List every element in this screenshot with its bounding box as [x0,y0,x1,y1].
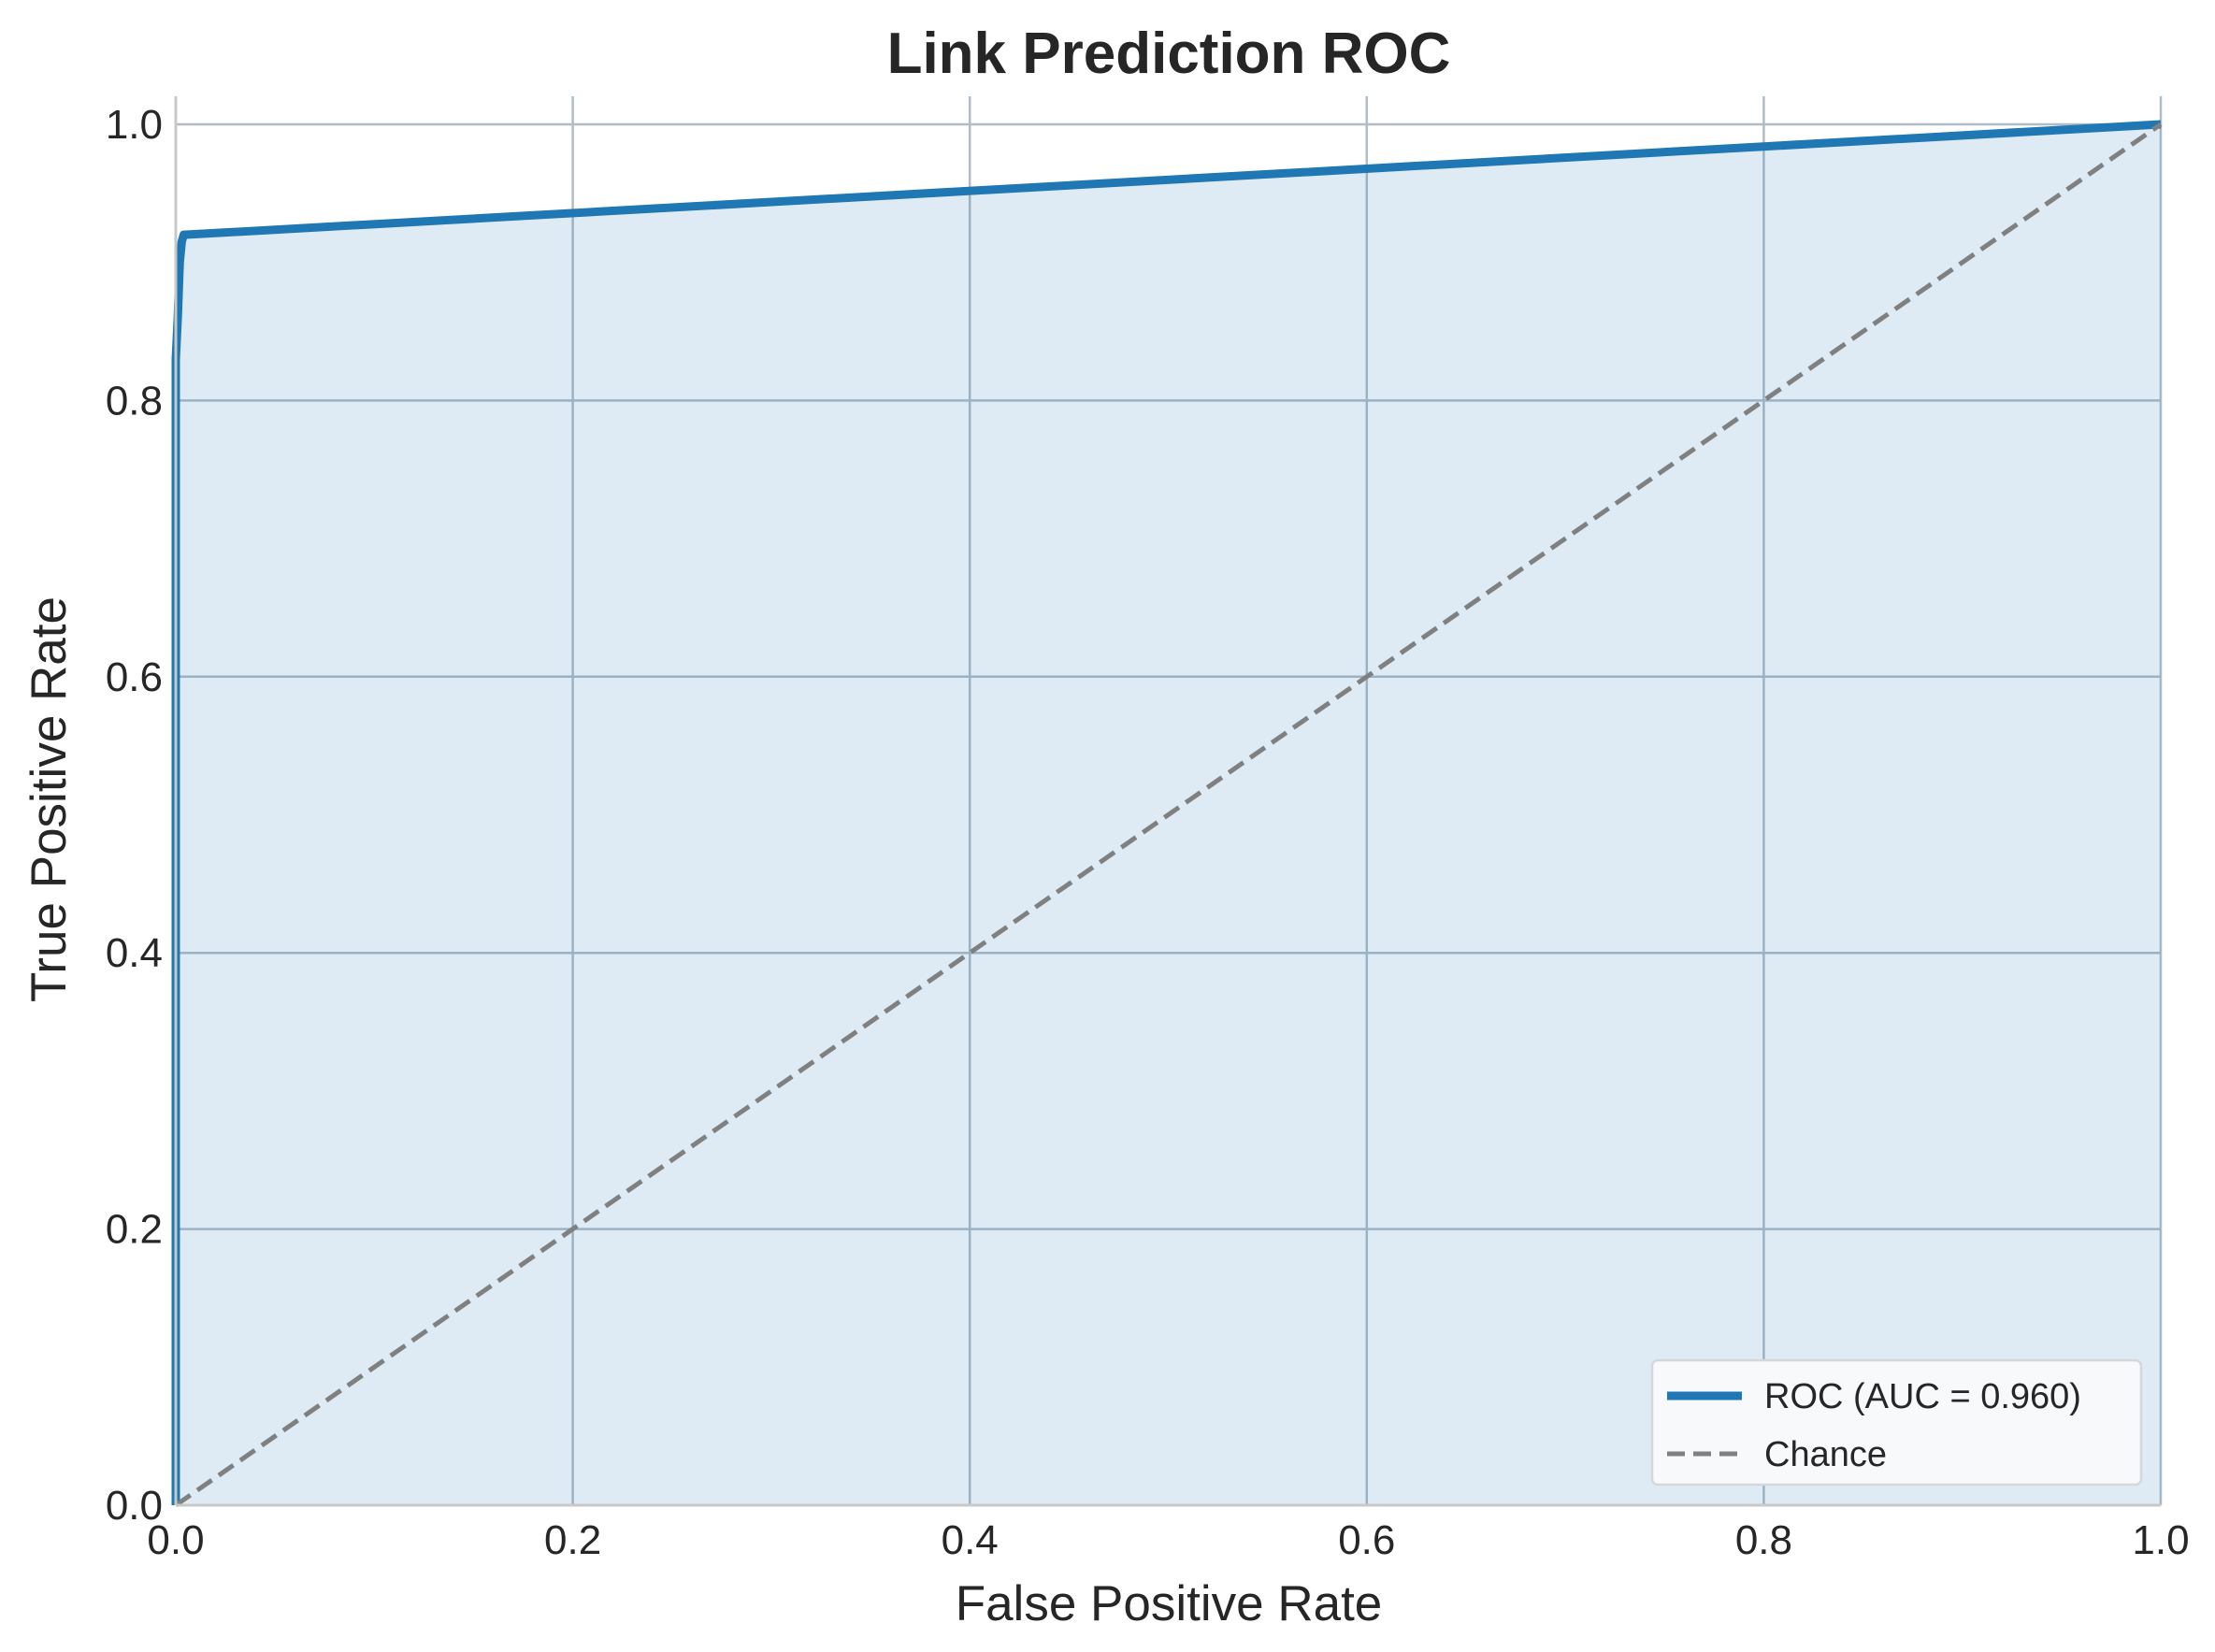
chart-title: Link Prediction ROC [887,22,1451,86]
x-tick-label: 0.0 [147,1517,204,1563]
tick-labels: 0.0 0.2 0.4 0.6 0.8 1.0 0.0 0.2 0.4 0.6 0.8 1.0 [106,102,2190,1563]
y-tick-label: 0.0 [106,1483,163,1529]
legend-box [1650,1358,2143,1487]
y-tick-label: 0.8 [106,378,163,424]
x-tick-label: 0.4 [942,1517,999,1563]
x-tick-label: 0.2 [544,1517,601,1563]
x-tick-label: 1.0 [2132,1517,2189,1563]
y-tick-label: 1.0 [106,102,163,148]
x-tick-label: 0.8 [1735,1517,1792,1563]
x-tick-label: 0.6 [1338,1517,1395,1563]
legend: ROC (AUC = 0.960) Chance [1650,1358,2143,1487]
legend-roc-label: ROC (AUC = 0.960) [1764,1377,2081,1416]
y-tick-label: 0.6 [106,654,163,700]
legend-chance-label: Chance [1764,1435,1887,1474]
y-axis-label: True Positive Rate [22,596,77,1002]
y-tick-label: 0.4 [106,930,163,976]
y-tick-label: 0.2 [106,1207,163,1253]
x-axis-label: False Positive Rate [956,1576,1383,1631]
axes [174,96,2161,1507]
chance-line [174,122,2163,1508]
